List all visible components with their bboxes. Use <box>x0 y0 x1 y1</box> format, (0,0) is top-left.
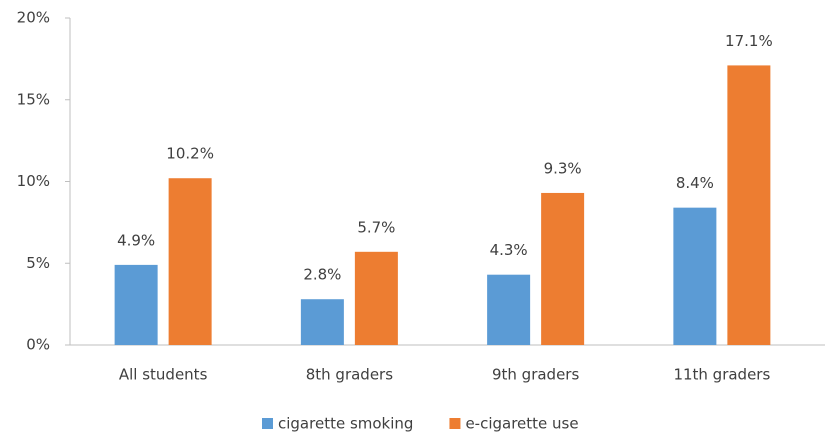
data-label: 17.1% <box>725 32 773 50</box>
bar <box>727 65 771 345</box>
bar <box>300 299 344 345</box>
legend-label: cigarette smoking <box>278 415 413 433</box>
bar <box>673 207 717 345</box>
x-tick-label: 8th graders <box>306 366 393 384</box>
x-tick-label: 9th graders <box>492 366 579 384</box>
data-label: 8.4% <box>676 174 714 192</box>
bar <box>114 264 158 345</box>
legend-label: e-cigarette use <box>465 415 578 433</box>
y-tick-label: 10% <box>17 172 50 190</box>
data-label: 10.2% <box>166 145 214 163</box>
legend-swatch <box>262 418 273 429</box>
y-tick-label: 15% <box>17 90 50 108</box>
bar <box>354 251 398 345</box>
bar <box>487 274 531 345</box>
x-tick-label: 11th graders <box>673 366 770 384</box>
data-label: 2.8% <box>303 266 341 284</box>
data-label: 4.9% <box>117 231 155 249</box>
data-label: 5.7% <box>357 218 395 236</box>
y-tick-label: 20% <box>17 9 50 27</box>
data-label: 9.3% <box>544 159 582 177</box>
legend-swatch <box>449 418 461 429</box>
y-tick-label: 5% <box>26 254 50 272</box>
y-tick-label: 0% <box>26 336 50 354</box>
data-label: 4.3% <box>490 241 528 259</box>
x-tick-label: All students <box>119 366 208 384</box>
bar <box>541 192 585 345</box>
bar <box>168 178 212 345</box>
